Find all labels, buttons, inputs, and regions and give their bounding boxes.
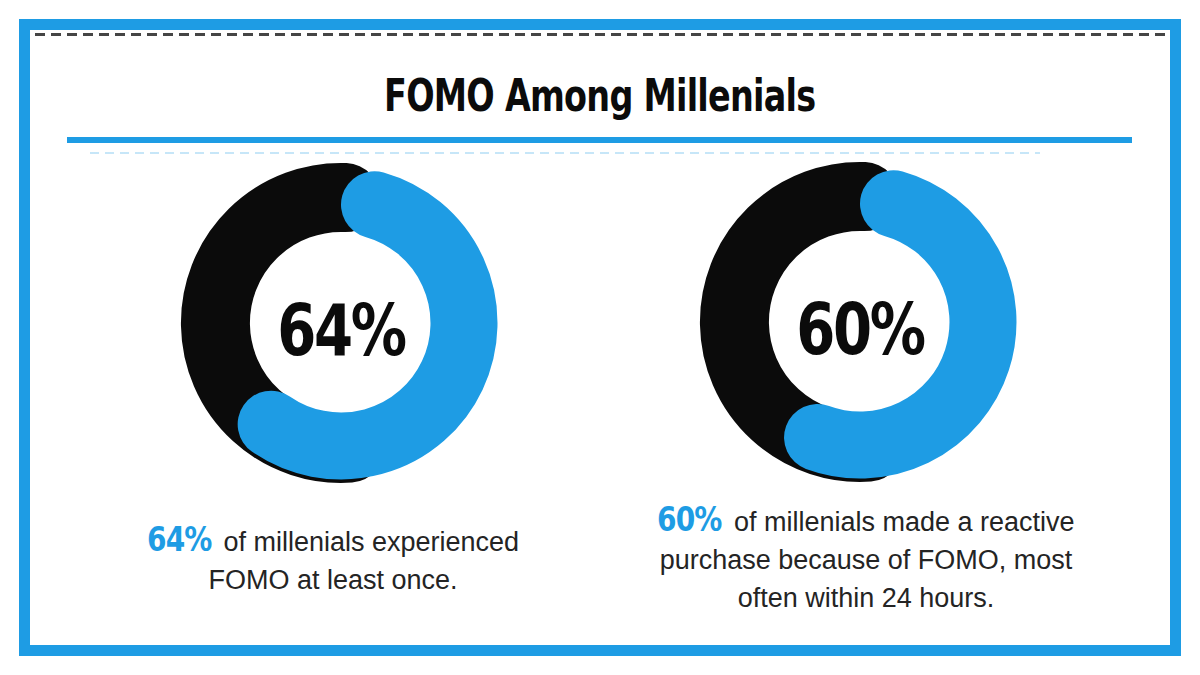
donut-chart-64: 64% [181,163,501,483]
donut-value-label-60: 60% [735,169,985,489]
title-divider [67,137,1132,143]
infographic: FOMO Among Millenials 64% 60% 64% of mil… [0,0,1200,675]
caption-60-highlight: 60% [657,501,722,539]
page-title: FOMO Among Millenials [384,74,815,118]
caption-60: 60% of millenials made a reactive purcha… [621,501,1111,617]
divider-dashed-line [90,152,1040,154]
caption-64: 64% of millenials experienced FOMO at le… [93,521,573,599]
caption-64-highlight: 64% [147,521,212,559]
caption-60-line1: 60% of millenials made a reactive [621,501,1111,541]
caption-64-line2: FOMO at least once. [93,561,573,599]
top-dashed-line [35,33,1165,36]
donut-chart-60: 60% [700,162,1020,482]
caption-64-line1: 64% of millenials experienced [93,521,573,561]
donut-value-label-64: 64% [216,170,466,490]
caption-60-line2: purchase because of FOMO, most [621,541,1111,579]
title-container: FOMO Among Millenials [0,74,1200,118]
caption-60-line3: often within 24 hours. [621,579,1111,617]
